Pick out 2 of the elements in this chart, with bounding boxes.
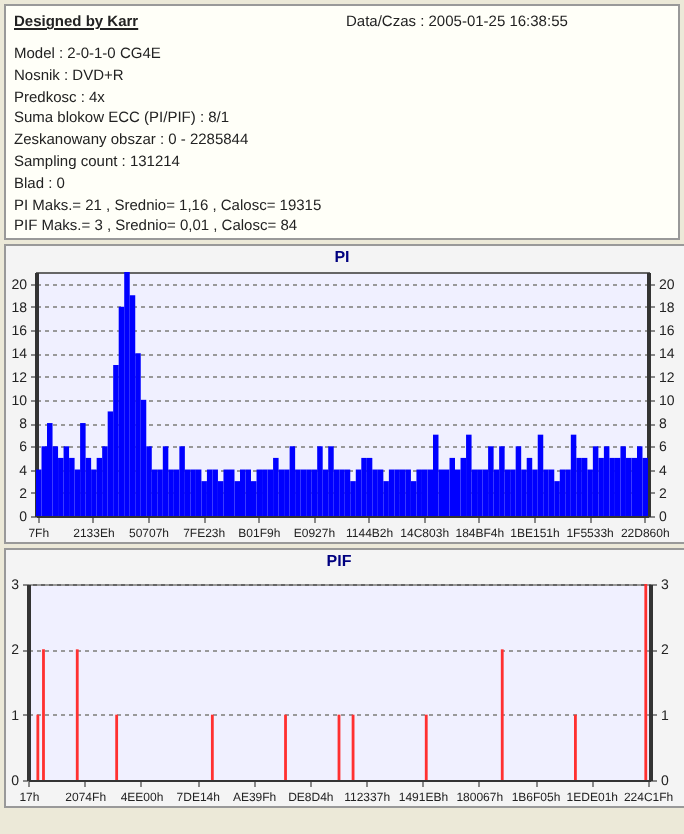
chart-title: PI [334,248,350,266]
chart-title: PIF [326,552,352,570]
